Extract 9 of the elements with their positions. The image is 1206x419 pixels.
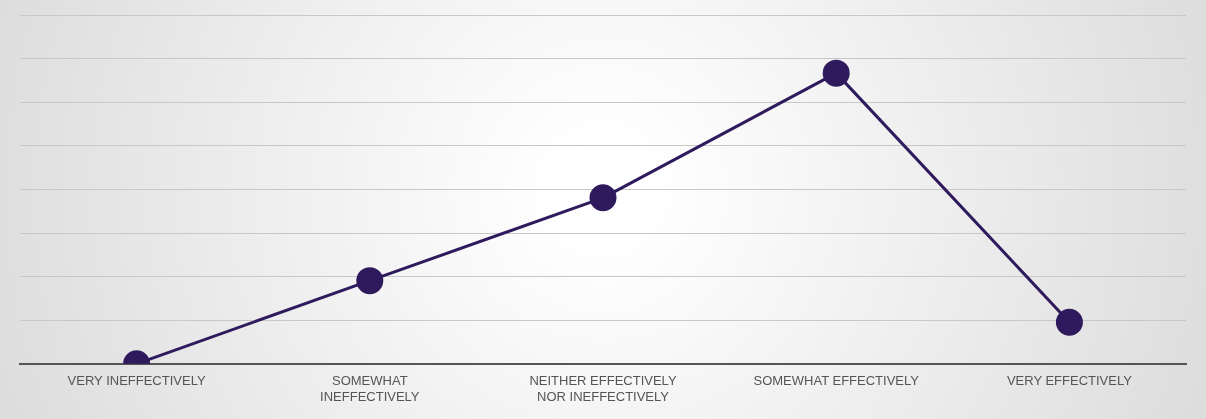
point [1055, 308, 1083, 336]
x-tick-label: VERY INEFFECTIVELY [67, 373, 206, 389]
x-tick-label: SOMEWHAT EFFECTIVELY [753, 373, 920, 389]
x-tick-label: NEITHER EFFECTIVELY NOR INEFFECTIVELY [529, 373, 677, 404]
x-tick-label: VERY EFFECTIVELY [1006, 373, 1133, 389]
x-tick-label: SOMEWHAT INEFFECTIVELY [320, 373, 420, 404]
point [589, 184, 617, 212]
point [822, 59, 850, 87]
point [356, 267, 384, 295]
